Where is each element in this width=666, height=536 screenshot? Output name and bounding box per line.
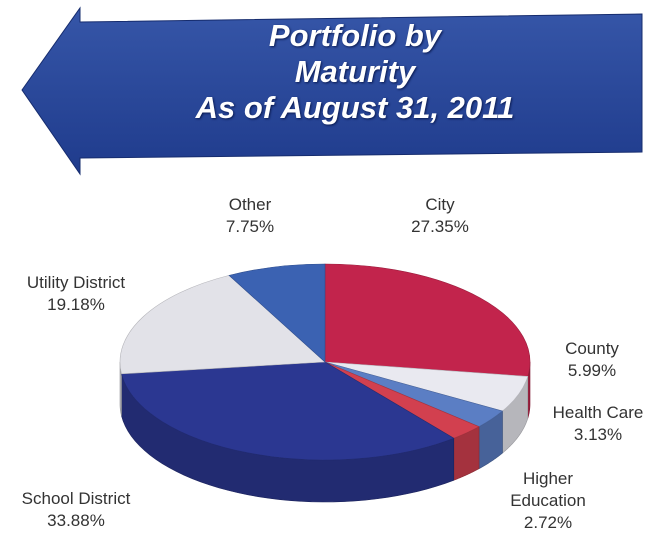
slice-label: County 5.99% — [565, 338, 619, 382]
value-label: 2.72% — [523, 513, 573, 532]
slice-label: Higher Education 2.72% — [498, 468, 598, 534]
slice-label: Utility District 19.18% — [27, 272, 125, 316]
value-label: 33.88% — [47, 511, 105, 530]
category-label: Utility District — [26, 273, 126, 292]
category-label: Higher Education — [510, 469, 586, 510]
chart-title: Portfolio by Maturity — [268, 18, 442, 89]
category-label: Other — [228, 195, 272, 214]
title-arrow — [21, 6, 643, 176]
slice — [324, 263, 531, 377]
value-label: 3.13% — [573, 425, 623, 444]
value-label: 19.18% — [47, 295, 105, 314]
category-label: City — [425, 195, 455, 214]
category-label: School District — [21, 489, 131, 508]
slice — [119, 275, 326, 375]
slice-label: School District 33.88% — [22, 488, 131, 532]
chart-subtitle: As of August 31, 2011 — [195, 90, 515, 125]
title-block: Portfolio by Maturity As of August 31, 2… — [120, 18, 590, 126]
value-label: 27.35% — [411, 217, 469, 236]
category-label: Health Care — [552, 403, 644, 422]
slice-label: City 27.35% — [411, 194, 469, 238]
value-label: 5.99% — [567, 361, 617, 380]
slice — [228, 263, 326, 363]
value-label: 7.75% — [225, 217, 275, 236]
category-label: County — [565, 339, 619, 358]
slice-label: Health Care 3.13% — [553, 402, 644, 446]
slice-label: Other 7.75% — [226, 194, 274, 238]
slice — [121, 361, 455, 461]
